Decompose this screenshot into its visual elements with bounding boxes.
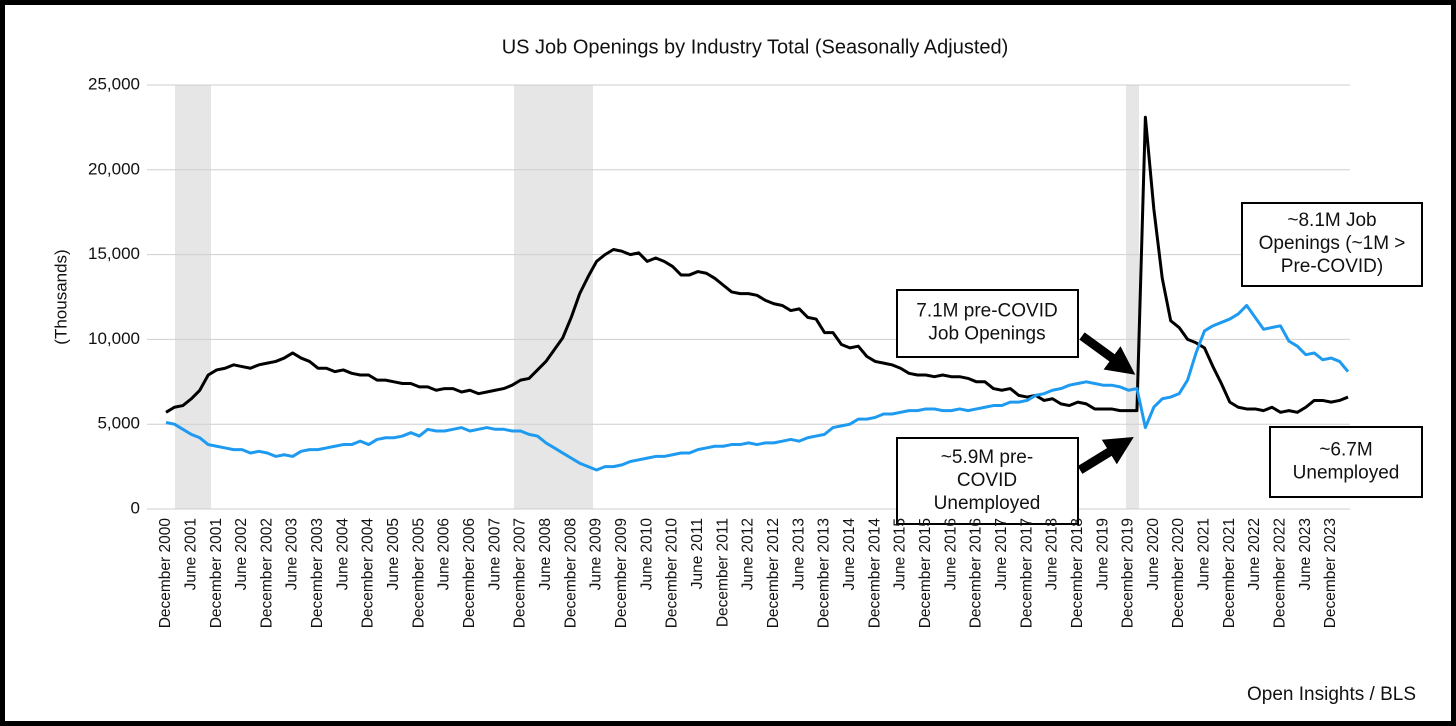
shade xyxy=(1126,85,1139,509)
x-tick-label: December 2019 xyxy=(1120,518,1137,628)
x-tick-label: December 2009 xyxy=(613,518,630,628)
y-tick-label: 20,000 xyxy=(88,159,140,178)
x-tick-label: December 2014 xyxy=(866,518,883,629)
x-tick-label: June 2015 xyxy=(892,518,909,590)
lines xyxy=(165,115,1350,472)
shade xyxy=(514,85,593,509)
annotation-text: Unemployed xyxy=(1293,463,1400,484)
source: Open Insights / BLS xyxy=(1247,684,1416,705)
y-tick-label: 25,000 xyxy=(88,74,140,93)
arrow xyxy=(1079,332,1136,375)
y-tick-label: 0 xyxy=(131,498,140,517)
series-line xyxy=(165,303,1350,472)
x-tick-label: December 2023 xyxy=(1322,518,1339,628)
arrow xyxy=(1077,436,1134,474)
annotation-text: COVID xyxy=(957,470,1017,491)
chart-title: US Job Openings by Industry Total (Seaso… xyxy=(502,36,1009,58)
x-tick-label: June 2020 xyxy=(1145,518,1162,591)
shade xyxy=(175,85,211,509)
x-tick-label: December 2016 xyxy=(968,518,985,628)
arrows xyxy=(1077,332,1136,474)
y-axis-label: (Thousands) xyxy=(51,249,70,344)
x-tick-label: June 2001 xyxy=(182,518,199,590)
x-tick-label: June 2018 xyxy=(1044,518,1061,590)
x-tick-label: June 2016 xyxy=(942,518,959,590)
annotation-text: Job Openings xyxy=(928,324,1045,345)
x-tick-label: June 2014 xyxy=(841,518,858,591)
x-tick-label: June 2002 xyxy=(233,518,250,590)
annotation-text: ~5.9M pre- xyxy=(941,447,1033,468)
x-tick-label: December 2003 xyxy=(309,518,326,628)
annotation-box xyxy=(896,289,1079,358)
x-tick-label: June 2004 xyxy=(334,518,351,591)
annotation-text: ~8.1M Job xyxy=(1287,210,1376,231)
x-tick-label: June 2019 xyxy=(1094,518,1111,590)
x-tick-label: December 2012 xyxy=(765,518,782,628)
x-tick-label: December 2008 xyxy=(562,518,579,628)
x-tick-label: June 2006 xyxy=(436,518,453,590)
annotation-box xyxy=(896,437,1079,525)
x-tick-label: December 2022 xyxy=(1272,518,1289,628)
x-tick-label: December 2018 xyxy=(1069,518,1086,628)
x-tick-label: December 2020 xyxy=(1170,518,1187,629)
x-tick-label: December 2002 xyxy=(258,518,275,628)
x-tick-label: December 2017 xyxy=(1018,518,1035,628)
x-tick-label: December 2001 xyxy=(208,518,225,628)
x-tick-label: June 2005 xyxy=(385,518,402,590)
x-tick-label: December 2004 xyxy=(360,518,377,629)
x-tick-label: June 2011 xyxy=(689,518,706,589)
x-tick-label: June 2003 xyxy=(284,518,301,590)
x-tick-label: June 2017 xyxy=(993,518,1010,590)
y-tick-label: 5,000 xyxy=(97,414,140,433)
y-tick-label: 10,000 xyxy=(88,329,140,348)
annotation-box xyxy=(1241,202,1423,287)
x-tick-label: December 2010 xyxy=(664,518,681,629)
x-tick-label: June 2009 xyxy=(588,518,605,590)
annotation-text: Openings (~1M > xyxy=(1259,233,1406,254)
x-tick-label: December 2006 xyxy=(461,518,478,628)
x-tick-label: December 2021 xyxy=(1221,518,1238,628)
x-tick-label: December 2011 xyxy=(714,518,731,627)
grid xyxy=(147,84,1350,510)
x-tick-label: December 2000 xyxy=(157,518,174,629)
x-tick-label: June 2008 xyxy=(537,518,554,590)
x-tick-label: June 2022 xyxy=(1246,518,1263,590)
x-tick-label: June 2012 xyxy=(740,518,757,590)
annotation-text: ~6.7M xyxy=(1319,440,1372,461)
x-tick-label: December 2005 xyxy=(410,518,427,628)
x-tick-label: June 2013 xyxy=(790,518,807,590)
y-tick-label: 15,000 xyxy=(88,244,140,263)
x-tick-label: June 2021 xyxy=(1196,518,1213,590)
x-tick-label: June 2010 xyxy=(638,518,655,591)
x-tick-label: June 2023 xyxy=(1297,518,1314,590)
annotation-text: Unemployed xyxy=(934,493,1041,514)
x-tick-label: December 2007 xyxy=(512,518,529,628)
annotation-box xyxy=(1269,426,1423,498)
x-tick-label: June 2007 xyxy=(486,518,503,590)
annotation-text: 7.1M pre-COVID xyxy=(916,301,1057,322)
series-line xyxy=(165,115,1349,414)
annotation-text: Pre-COVID) xyxy=(1281,256,1383,277)
x-tick-label: December 2015 xyxy=(917,518,934,628)
x-tick-label: December 2013 xyxy=(816,518,833,628)
